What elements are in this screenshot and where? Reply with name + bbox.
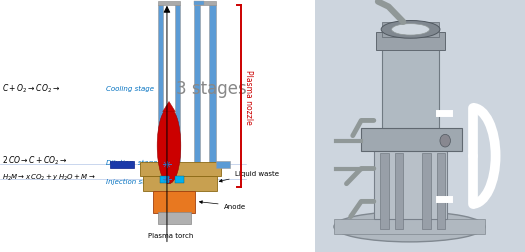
Circle shape — [440, 135, 450, 147]
Bar — [140, 163, 220, 176]
Bar — [143, 176, 217, 192]
Bar — [422, 154, 430, 229]
Bar — [376, 33, 445, 50]
Ellipse shape — [334, 212, 485, 242]
Bar — [437, 154, 445, 229]
Bar — [361, 129, 462, 151]
Polygon shape — [163, 102, 175, 112]
Bar — [374, 144, 447, 219]
Ellipse shape — [157, 108, 181, 184]
Text: Dilution  stage: Dilution stage — [106, 159, 157, 165]
Bar — [194, 2, 216, 6]
Bar — [160, 176, 169, 183]
Text: Plasma torch: Plasma torch — [148, 232, 193, 238]
Bar — [382, 43, 439, 131]
Text: Injection stage: Injection stage — [106, 178, 158, 184]
Bar — [194, 2, 204, 6]
Text: Cooling stage: Cooling stage — [106, 85, 153, 91]
Text: 3 stages: 3 stages — [176, 79, 246, 97]
Bar — [395, 154, 403, 229]
Bar — [175, 176, 184, 183]
Bar — [175, 6, 181, 163]
Ellipse shape — [381, 21, 440, 39]
Bar — [216, 161, 230, 168]
Bar — [158, 212, 191, 224]
Bar — [380, 154, 388, 229]
Text: $2\,CO \rightarrow C + CO_2 \rightarrow$: $2\,CO \rightarrow C + CO_2 \rightarrow$ — [2, 154, 68, 166]
Bar — [194, 6, 200, 163]
Text: $C + O_2 \rightarrow CO_2\rightarrow$: $C + O_2 \rightarrow CO_2\rightarrow$ — [2, 82, 60, 94]
Text: Anode: Anode — [200, 201, 246, 209]
Bar — [158, 2, 181, 6]
Bar — [382, 23, 439, 38]
Bar — [334, 219, 485, 234]
Text: $H_2M \rightarrow x\,CO_2 + y\,H_2O + M \rightarrow$: $H_2M \rightarrow x\,CO_2 + y\,H_2O + M … — [2, 173, 95, 183]
Ellipse shape — [392, 24, 429, 36]
Bar — [209, 6, 216, 163]
Bar — [110, 161, 134, 168]
Text: Liquid waste: Liquid waste — [219, 170, 279, 182]
Bar — [153, 192, 195, 213]
Bar — [158, 6, 163, 163]
Text: Plasma nozzle: Plasma nozzle — [244, 70, 253, 124]
